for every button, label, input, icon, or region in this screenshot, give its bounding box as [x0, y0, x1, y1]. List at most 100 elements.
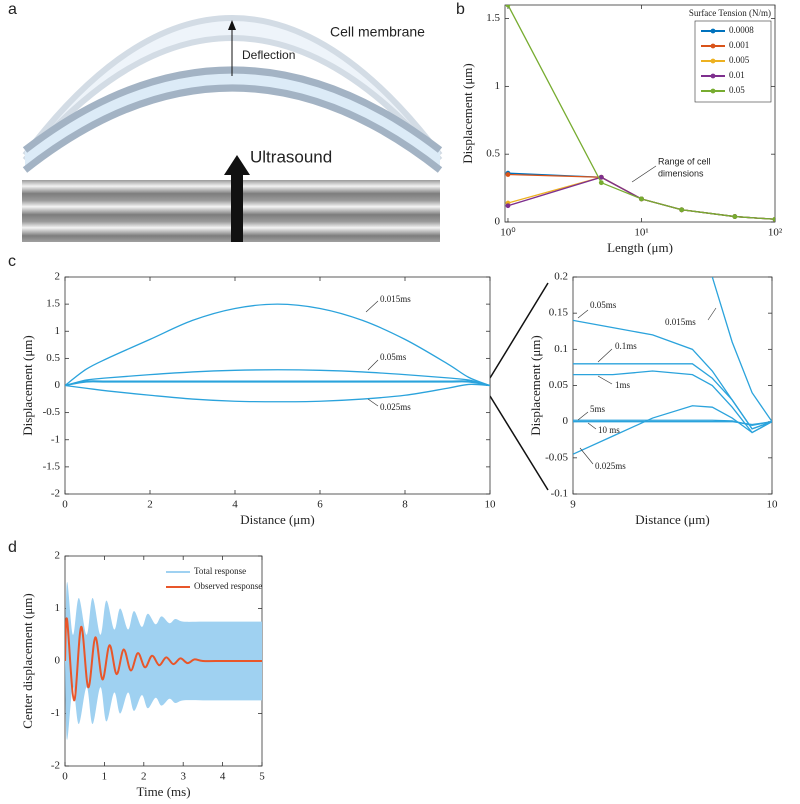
x-tick-label: 6 [317, 499, 323, 511]
y-tick-label: 0.05 [549, 379, 569, 391]
zoom-line [489, 282, 549, 379]
x-axis-label: Distance (μm) [240, 512, 314, 527]
annotation-leader [631, 165, 657, 183]
x-tick-label: 10¹ [634, 227, 648, 239]
y-tick-label: 0.1 [554, 343, 568, 355]
label-leader [367, 359, 379, 371]
plot-area [573, 277, 772, 455]
x-tick-label: 10 [485, 499, 497, 511]
y-tick-label: -1.5 [43, 460, 61, 472]
annotation: Range of cell [658, 156, 711, 166]
series-line [65, 381, 490, 387]
series-label: 0.025ms [595, 461, 626, 471]
y-tick-label: 0.5 [46, 352, 60, 364]
x-tick-label: 5 [259, 771, 265, 783]
legend-label: 0.01 [729, 70, 745, 80]
series-line [573, 421, 772, 426]
label-leader [367, 398, 379, 407]
series-label: 0.05ms [590, 300, 617, 310]
membrane-edge [22, 84, 443, 173]
y-tick-label: 0.2 [554, 271, 568, 283]
panel-label: a [8, 1, 17, 18]
series-line [65, 303, 490, 387]
zoom-line [489, 395, 549, 491]
y-tick-label: -2 [51, 488, 60, 500]
point [505, 172, 511, 177]
x-tick-label: 9 [570, 499, 576, 511]
x-axis-label: Length (μm) [607, 240, 673, 255]
legend-title: Surface Tension (N/m) [689, 8, 771, 18]
label-leader [707, 307, 717, 321]
x-tick-label: 0 [62, 771, 68, 783]
band-area [65, 661, 262, 741]
y-tick-label: 0 [495, 216, 501, 228]
x-tick-label: 0 [62, 499, 68, 511]
point [505, 203, 511, 209]
membrane-diagram: Deflection Cell membrane Ultrasound [22, 15, 443, 242]
label-leader [577, 309, 589, 319]
plot-area [65, 303, 490, 403]
series-line [711, 277, 772, 423]
legend-label: Observed response [194, 581, 262, 591]
series-label: 5ms [590, 404, 606, 414]
ultrasound-label: Ultrasound [250, 147, 332, 166]
legend-marker [710, 73, 716, 79]
point [679, 207, 685, 213]
y-tick-label: 0 [563, 415, 569, 427]
legend-marker [710, 28, 716, 34]
y-tick-label: -2 [51, 760, 60, 772]
series-line [65, 380, 490, 387]
y-tick-label: 1 [495, 80, 501, 92]
y-tick-label: -0.05 [545, 451, 568, 463]
membrane-edge [22, 15, 443, 157]
legend-marker [710, 58, 716, 64]
y-tick-label: -0.1 [551, 488, 568, 500]
x-tick-label: 2 [141, 771, 147, 783]
label-leader [597, 375, 613, 385]
y-tick-label: 0 [55, 655, 61, 667]
series-label: 10 ms [598, 425, 620, 435]
point [732, 214, 738, 219]
label-leader [597, 348, 613, 363]
series-label: 0.05ms [380, 352, 407, 362]
y-tick-label: -1 [51, 433, 60, 445]
y-tick-label: -0.5 [43, 406, 61, 418]
label-leader [365, 300, 379, 313]
y-tick-label: 0.5 [486, 148, 500, 160]
y-tick-label: 1 [55, 602, 61, 614]
point [505, 5, 511, 8]
series-line [507, 5, 775, 220]
y-axis-label: Displacement (μm) [460, 63, 475, 163]
panel-label: b [456, 1, 465, 18]
legend-label: 0.005 [729, 55, 750, 65]
x-tick-label: 10² [768, 227, 783, 239]
x-tick-label: 2 [147, 499, 153, 511]
series-line [65, 369, 490, 387]
y-tick-label: 0.15 [549, 307, 569, 319]
arrow-head [228, 20, 236, 30]
plot-area [65, 581, 262, 741]
y-tick-label: 2 [55, 550, 61, 562]
x-tick-label: 4 [232, 499, 238, 511]
axes-box [64, 276, 491, 495]
series-label: 0.025ms [380, 402, 411, 412]
label-leader [579, 447, 594, 465]
legend-label: 0.001 [729, 40, 749, 50]
y-axis-label: Center displacement (μm) [20, 593, 35, 728]
point [639, 196, 644, 202]
series-label: 0.1ms [615, 341, 637, 351]
x-tick-label: 8 [402, 499, 408, 511]
series-label: 0.015ms [665, 317, 696, 327]
legend-label: 0.05 [729, 85, 745, 95]
y-tick-label: 1.5 [46, 298, 60, 310]
point [772, 216, 775, 222]
label-leader [587, 422, 597, 430]
series-label: 1ms [615, 380, 631, 390]
x-tick-label: 3 [180, 771, 186, 783]
y-tick-label: 0 [55, 379, 61, 391]
series-line [65, 383, 490, 403]
deflection-label: Deflection [242, 48, 295, 62]
membrane [25, 70, 440, 170]
point [598, 174, 604, 180]
